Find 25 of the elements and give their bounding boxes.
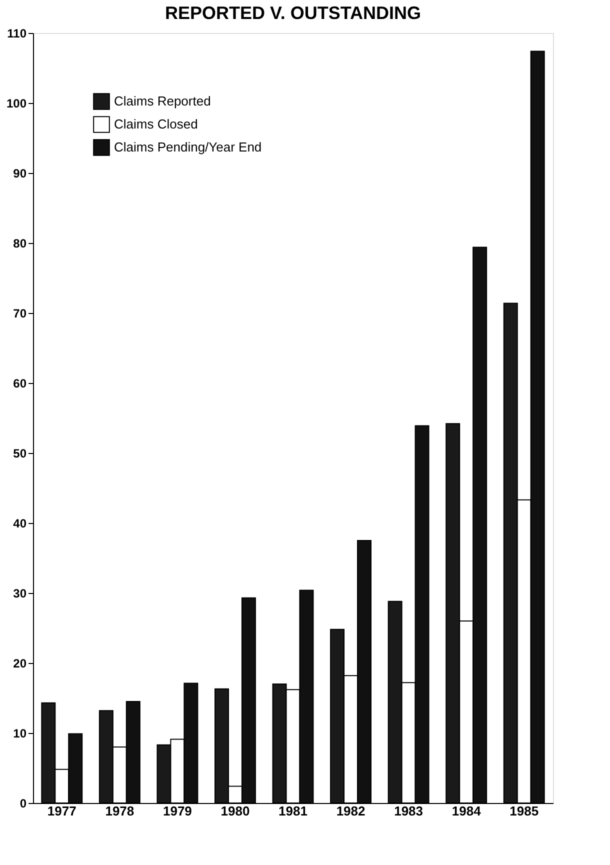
y-tick-label: 50	[13, 446, 27, 460]
y-tick-label: 110	[7, 26, 27, 40]
x-tick-label: 1978	[105, 804, 134, 818]
y-tick-label: 90	[13, 166, 27, 180]
y-tick-label: 0	[20, 796, 27, 810]
y-tick-label: 20	[13, 656, 27, 670]
legend-label: Claims Reported	[114, 94, 211, 108]
y-tick-label: 30	[13, 586, 27, 600]
y-tick-label: 40	[13, 516, 27, 530]
y-tick-label: 80	[13, 236, 27, 250]
x-tick-label: 1985	[510, 804, 539, 818]
x-tick-label: 1977	[47, 804, 76, 818]
legend-label: Claims Pending/Year End	[114, 140, 262, 154]
legend-label: Claims Closed	[114, 116, 198, 132]
y-tick-label: 60	[13, 376, 27, 390]
y-tick-label: 10	[13, 726, 27, 740]
chart-title: REPORTED V. OUTSTANDING	[164, 3, 422, 23]
y-tick-label: 70	[13, 306, 27, 320]
x-tick-label: 1983	[394, 804, 424, 818]
x-tick-label: 1981	[278, 804, 308, 818]
x-tick-label: 1979	[162, 804, 192, 818]
x-tick-label: 1984	[452, 804, 482, 818]
y-tick-label: 100	[6, 96, 27, 110]
x-tick-label: 1982	[336, 804, 366, 818]
x-tick-label: 1980	[220, 804, 250, 818]
